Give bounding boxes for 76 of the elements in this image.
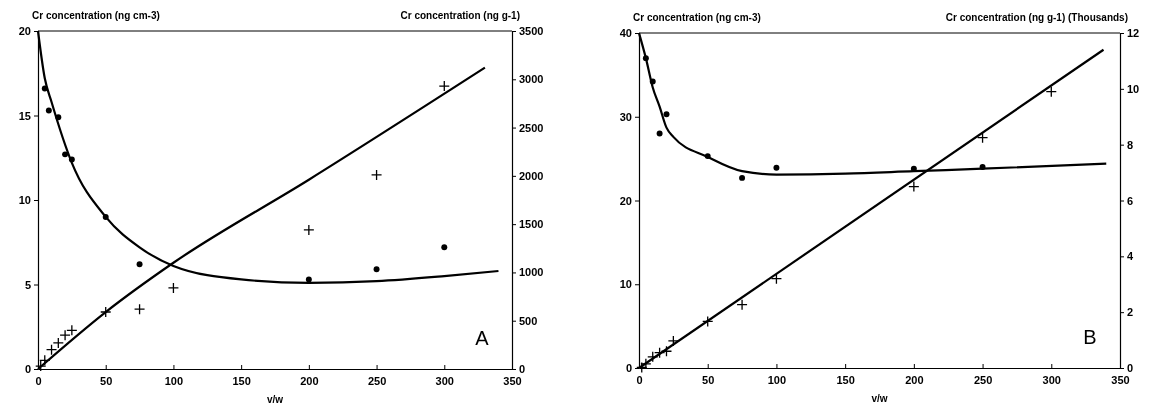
y2-tick-label: 0 [1127, 362, 1134, 375]
point [663, 111, 670, 118]
y2-tick-label: 4 [1127, 250, 1134, 263]
y2-tick-label: 500 [519, 314, 538, 327]
annotation: A [475, 327, 490, 349]
point [438, 80, 450, 92]
x-tick-label: 350 [503, 374, 522, 387]
y2-tick-label: 3500 [519, 25, 544, 38]
point [702, 315, 714, 328]
y2-tick-label: 1500 [519, 218, 544, 231]
y2-axis-title: Cr concentration (ng g-1) (Thousands) [945, 12, 1128, 23]
y-tick-label: 20 [18, 25, 31, 38]
point [136, 261, 143, 268]
x-tick-label: 250 [367, 374, 387, 387]
x-tick-label: 350 [1111, 373, 1130, 386]
point [45, 344, 58, 356]
point [773, 164, 780, 171]
point [66, 324, 78, 337]
y-axis-title: Cr concentration (ng cm-3) [633, 12, 761, 23]
point [1045, 85, 1057, 98]
annotation: B [1083, 326, 1097, 348]
x-tick-label: 50 [100, 374, 113, 387]
x-tick-label: 150 [232, 374, 251, 387]
x-tick-label: 200 [905, 373, 924, 386]
x-tick-label: 150 [836, 373, 855, 386]
y-tick-label: 0 [24, 363, 31, 376]
y2-tick-label: 3000 [519, 73, 544, 86]
y-tick-label: 0 [625, 362, 632, 375]
y-tick-label: 40 [619, 27, 632, 40]
point [52, 337, 64, 349]
y-tick-label: 20 [619, 194, 632, 207]
y2-tick-label: 1000 [519, 266, 544, 279]
x-axis-title: v/w [871, 393, 888, 404]
y-tick-label: 10 [18, 194, 31, 207]
point [770, 273, 783, 285]
x-tick-label: 100 [767, 373, 787, 386]
y-axis-title: Cr concentration (ng cm-3) [32, 10, 160, 21]
point [656, 130, 663, 137]
point [739, 174, 746, 181]
y-tick-label: 5 [24, 278, 31, 291]
point [45, 107, 52, 114]
point [305, 276, 312, 283]
y2-tick-label: 12 [1127, 27, 1140, 40]
point [736, 298, 748, 311]
y2-tick-label: 8 [1127, 138, 1134, 151]
x-tick-label: 0 [35, 374, 42, 387]
y-tick-label: 10 [619, 278, 632, 291]
point [59, 329, 71, 341]
x-axis-title: v/w [266, 394, 284, 405]
y2-tick-label: 2000 [519, 169, 544, 182]
point [976, 132, 989, 144]
x-tick-label: 200 [300, 374, 319, 387]
point [303, 224, 315, 236]
y-tick-label: 15 [18, 109, 31, 122]
point [653, 347, 666, 359]
y2-axis-title: Cr concentration (ng g-1) [400, 10, 520, 21]
point [441, 244, 448, 251]
x-tick-label: 50 [702, 373, 715, 386]
point [373, 266, 380, 273]
y2-tick-label: 10 [1127, 82, 1140, 95]
x-tick-label: 250 [973, 373, 993, 386]
point [62, 151, 69, 158]
x-tick-label: 0 [636, 373, 643, 386]
y2-tick-label: 2 [1127, 306, 1134, 319]
point [908, 180, 920, 193]
point [370, 169, 383, 181]
point [167, 282, 180, 294]
x-tick-label: 300 [1042, 373, 1061, 386]
y2-tick-label: 6 [1127, 194, 1134, 207]
point [100, 306, 112, 318]
y2-tick-label: 0 [519, 363, 526, 376]
x-tick-label: 100 [164, 374, 184, 387]
x-tick-label: 300 [435, 374, 454, 387]
point [133, 303, 146, 315]
y2-tick-label: 2500 [519, 121, 544, 134]
y-tick-label: 30 [619, 110, 632, 123]
